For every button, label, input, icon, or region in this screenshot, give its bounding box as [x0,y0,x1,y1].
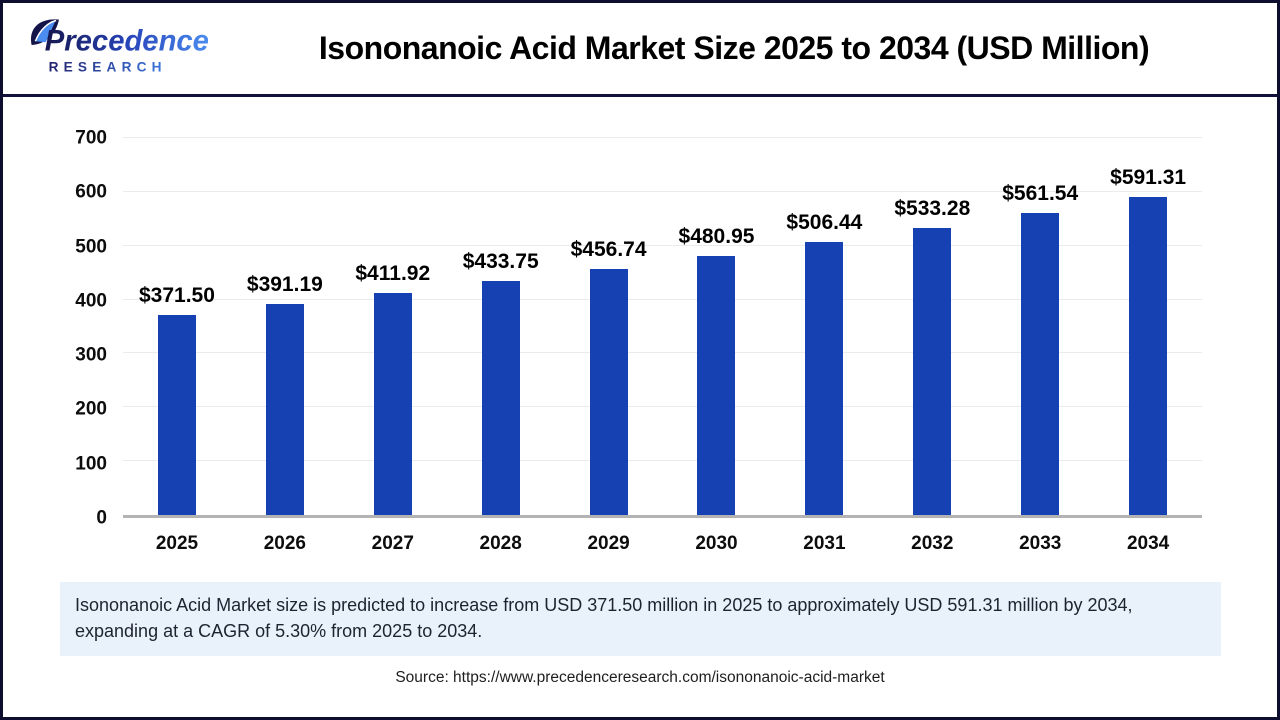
bar-value-label: $456.74 [570,238,647,262]
x-tick-label: 2034 [1126,533,1170,554]
chart-title: Isononanoic Acid Market Size 2025 to 203… [318,30,1150,66]
chart-section: 0 100 200 300 400 500 600 700 $371.50 $391.19 $41… [3,97,1277,717]
bar-column: $533.28 [878,138,986,515]
y-tick-label: 200 [75,398,107,420]
bar-value-label: $506.44 [786,211,863,235]
gridline [123,406,1202,408]
leaf-icon [30,19,59,46]
source-line: Source: https://www.precedenceresearch.c… [395,668,885,686]
y-tick-label: 600 [75,181,107,203]
bar-2029 [589,269,628,515]
y-tick-label: 100 [75,453,107,475]
bar-column: $433.75 [447,138,555,515]
y-tick-label: 500 [75,236,107,258]
bar-value-label: $480.95 [678,224,755,248]
y-tick-label: 0 [96,507,107,529]
bar-column: $591.31 [1094,138,1202,515]
chart-area: 0 100 200 300 400 500 600 700 $371.50 $391.19 $41… [3,129,1202,528]
precedence-logo-graphic: Precedence RESEARCH [30,19,209,74]
bar-value-label: $391.19 [246,273,323,297]
x-tick-label: 2032 [911,533,954,554]
gridline [123,298,1202,300]
y-tick-label: 400 [75,290,107,312]
bar-2032 [913,227,952,515]
gridline [123,460,1202,462]
bar-2030 [697,255,736,515]
x-tick-label: 2029 [587,533,630,554]
bar-column: $456.74 [555,138,663,515]
x-tick-label: 2028 [479,533,522,554]
bar-value-label: $533.28 [894,196,971,220]
bar-column: $411.92 [339,138,447,515]
bar-value-label: $411.92 [355,262,431,286]
y-tick-label: 700 [75,127,107,149]
bar-value-label: $371.50 [138,283,215,307]
x-tick-label: 2025 [155,533,199,554]
plot-area: $371.50 $391.19 $411.92 $433.75 $456.74 $480.… [123,137,1202,518]
summary-box: Isononanoic Acid Market size is predicte… [60,582,1221,656]
bar-column: $561.54 [986,138,1094,515]
bar-value-label: $433.75 [462,250,539,274]
bar-column: $480.95 [663,138,771,515]
x-axis: 2025 2026 2027 2028 2029 2030 2031 2032 2033 2034 [123,518,1202,555]
bar-2027 [373,293,412,515]
bar-2025 [157,314,196,515]
logo-text-research: RESEARCH [49,59,167,74]
bar-column: $506.44 [770,138,878,515]
brand-logo: Precedence RESEARCH [25,14,243,83]
bar-column: $371.50 [123,138,231,515]
bar-2026 [265,304,304,515]
x-tick-label: 2030 [695,533,738,554]
bar-column: $391.19 [231,138,339,515]
logo-text-precedence: Precedence [45,26,209,58]
bar-2031 [805,242,844,515]
bar-value-label: $591.31 [1110,165,1187,189]
y-tick-label: 300 [75,344,107,366]
x-tick-label: 2031 [803,533,846,554]
gridline [123,190,1202,192]
x-tick-label: 2026 [263,533,306,554]
bar-2033 [1021,212,1060,515]
x-tick-label: 2027 [371,533,414,554]
gridline [123,244,1202,246]
gridline [123,137,1202,138]
header: Precedence RESEARCH Isononanoic Acid Mar… [3,3,1277,97]
gridline [123,352,1202,354]
bar-2028 [481,281,520,515]
bar-2034 [1129,196,1168,515]
y-axis: 0 100 200 300 400 500 600 700 [3,129,123,528]
columns: $371.50 $391.19 $411.92 $433.75 $456.74 $480.… [123,138,1202,515]
x-tick-label: 2033 [1019,533,1062,554]
bar-value-label: $561.54 [1002,181,1079,205]
